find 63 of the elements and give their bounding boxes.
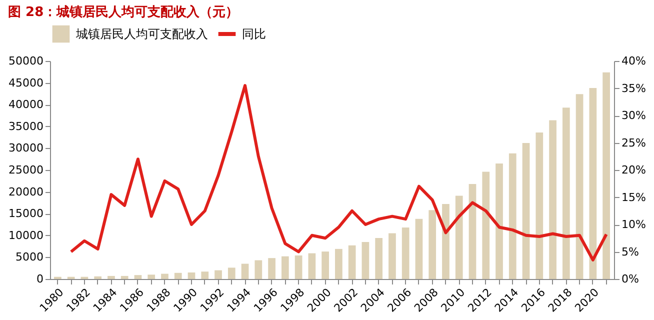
bar xyxy=(388,233,396,279)
y-tick-label: 0 xyxy=(36,272,44,286)
bar xyxy=(108,276,115,279)
legend-label: 城镇居民人均可支配收入 xyxy=(75,27,208,41)
bar xyxy=(576,94,584,279)
y-tick-label: 10000 xyxy=(8,228,44,242)
bar xyxy=(562,108,570,279)
bar xyxy=(508,153,516,279)
y2-tick-label: 40% xyxy=(622,54,646,68)
bar xyxy=(241,264,249,279)
bar xyxy=(522,142,530,279)
y-tick-label: 15000 xyxy=(8,207,44,220)
bar xyxy=(496,163,503,279)
bar xyxy=(120,276,128,279)
bar xyxy=(348,245,356,279)
bar xyxy=(228,268,236,279)
bar xyxy=(482,172,490,279)
bar xyxy=(536,132,544,279)
bar xyxy=(375,238,383,279)
legend-label: 同比 xyxy=(242,27,266,41)
bar xyxy=(602,72,610,279)
y2-tick-label: 0% xyxy=(622,272,639,286)
bar xyxy=(134,275,142,279)
bar xyxy=(214,270,222,279)
y2-tick-label: 10% xyxy=(622,218,646,231)
bar xyxy=(455,196,463,279)
y-tick-label: 50000 xyxy=(8,54,44,68)
y-tick-label: 40000 xyxy=(8,98,44,112)
bar xyxy=(188,272,196,279)
bar xyxy=(94,276,102,279)
y-tick-label: 20000 xyxy=(8,185,44,198)
bar xyxy=(254,260,262,279)
bar xyxy=(294,255,302,279)
y2-tick-label: 20% xyxy=(622,164,646,176)
y2-tick-label: 30% xyxy=(622,109,646,122)
bar xyxy=(549,120,556,279)
line-series xyxy=(70,84,608,262)
bar xyxy=(428,210,436,279)
y2-tick-label: 15% xyxy=(622,190,646,204)
bar xyxy=(268,258,276,279)
y2-tick-label: 35% xyxy=(622,82,646,95)
bar xyxy=(362,242,370,279)
chart-title: 图 28：城镇居民人均可支配收入（元） xyxy=(8,4,239,20)
bar xyxy=(322,252,329,279)
y-tick-label: 25000 xyxy=(8,164,44,176)
y-tick-label: 30000 xyxy=(8,142,44,155)
y-tick-label: 45000 xyxy=(8,76,44,90)
bar xyxy=(335,248,342,279)
bar xyxy=(201,272,209,279)
bar xyxy=(174,272,182,279)
bar xyxy=(148,274,156,279)
bar xyxy=(442,204,450,279)
y2-tick-label: 25% xyxy=(622,136,646,150)
y2-tick-label: 5% xyxy=(622,245,639,258)
bar xyxy=(415,218,423,279)
bar xyxy=(589,88,597,279)
bar xyxy=(281,256,289,279)
bar xyxy=(468,184,476,279)
bar xyxy=(402,228,410,279)
bar xyxy=(308,253,316,279)
y-tick-label: 35000 xyxy=(8,120,44,133)
y-tick-label: 5000 xyxy=(16,250,44,264)
bar xyxy=(161,274,168,279)
